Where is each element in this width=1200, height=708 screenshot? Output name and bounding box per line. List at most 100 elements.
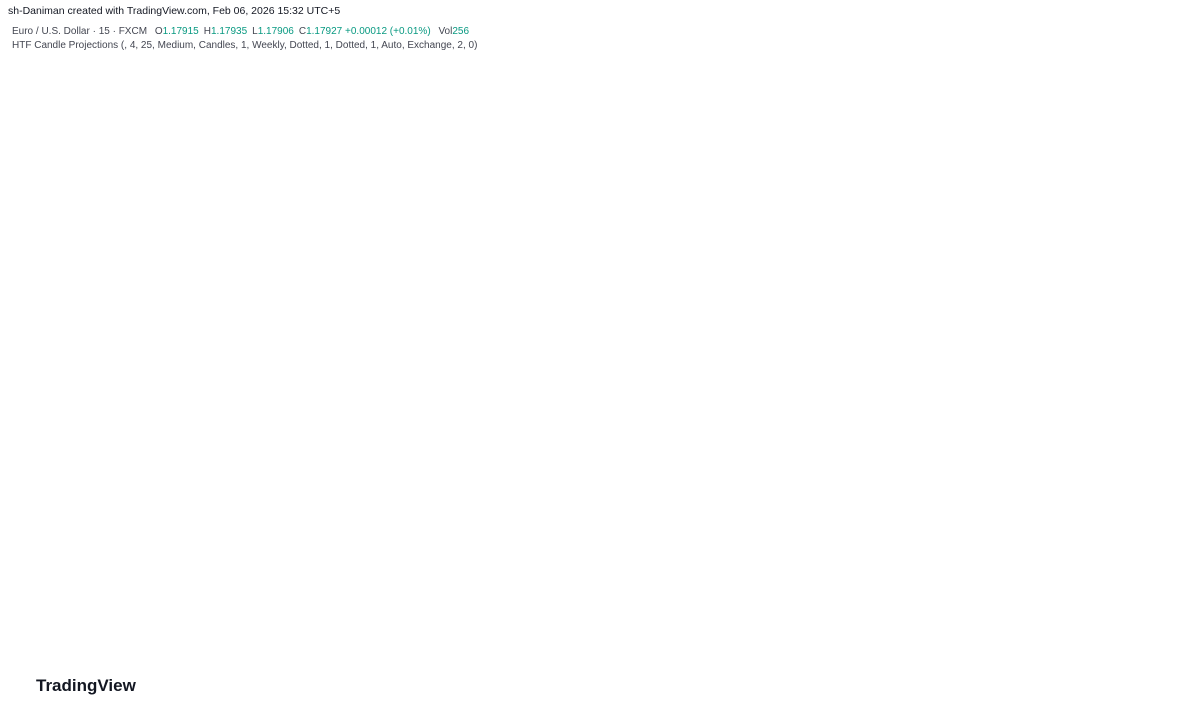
candle-body — [515, 255, 525, 261]
ohlc-value: 1.17935 — [210, 26, 248, 37]
candle-body — [891, 409, 901, 446]
candle-body — [1058, 440, 1068, 445]
candle-body — [765, 425, 775, 465]
countdown: 12:20 — [1153, 450, 1178, 461]
y-tick-label: 1.17600 — [1153, 589, 1190, 600]
y-tick-label: 1.17500 — [1153, 635, 1190, 646]
candle-body — [807, 430, 817, 465]
flag-icon — [1098, 625, 1114, 641]
ohlc: O1.17915 H1.17935 L1.17906 C1.17927 — [150, 26, 345, 37]
y-tick-label: 1.18100 — [1153, 360, 1190, 371]
candle-body — [55, 95, 65, 111]
last-price-badge — [1147, 437, 1194, 463]
y-tick-label: 1.18350 — [1153, 245, 1190, 256]
candle-body — [347, 430, 357, 470]
price-badge-label: 1.17759 — [1153, 516, 1190, 527]
candle-body — [494, 255, 504, 281]
candle-body — [389, 330, 399, 346]
brand-logo — [9, 680, 31, 692]
candle-body — [556, 285, 566, 360]
candle-body — [138, 440, 148, 511]
x-tick-label: 12:00 — [6, 648, 31, 659]
y-tick-label: 1.18250 — [1153, 291, 1190, 302]
x-tick-label: 3 — [141, 648, 147, 659]
x-tick-label: 12:00 — [758, 648, 783, 659]
candle-body — [661, 385, 671, 406]
candle-body — [76, 95, 86, 271]
price-badge-label: 1.17691 — [1153, 560, 1190, 571]
candle-body — [306, 380, 316, 456]
price-badge — [1147, 230, 1194, 245]
candle-body — [933, 490, 943, 516]
candle-body — [619, 390, 629, 421]
y-tick-label: 1.18050 — [1153, 383, 1190, 394]
y-tick-label: 1.17900 — [1153, 451, 1190, 462]
htf-body — [1135, 443, 1145, 481]
candle-body — [452, 330, 462, 336]
y-tick-label: 1.17650 — [1153, 566, 1190, 577]
candle-body — [536, 260, 546, 286]
x-tick-label: 18:00 — [821, 648, 846, 659]
candle-body — [410, 320, 420, 346]
candle-body — [327, 430, 337, 456]
x-tick-label: 12:00 — [507, 648, 532, 659]
credit: sh-Daniman created with TradingView.com,… — [8, 5, 341, 17]
y-tick-label: 1.17850 — [1153, 474, 1190, 485]
y-tick-label: 1.18450 — [1153, 199, 1190, 210]
candle-body — [97, 270, 107, 371]
legend: Euro / U.S. Dollar · 15 · FXCM O1.17915 H… — [12, 26, 469, 37]
symbol: Euro / U.S. Dollar · 15 · FXCM — [12, 26, 148, 37]
trendline — [577, 339, 953, 553]
y-tick-label: 1.18750 — [1153, 62, 1190, 73]
x-tick-label: 06:00 — [946, 648, 971, 659]
candle-body — [159, 464, 169, 511]
filled-zone — [578, 308, 953, 552]
price-badge — [1147, 558, 1194, 573]
y-tick-label: 1.17550 — [1153, 612, 1190, 623]
candle-body — [974, 464, 984, 506]
candle-body — [264, 330, 274, 355]
htf-body — [1123, 479, 1137, 522]
x-tick-label: 06:00 — [194, 648, 219, 659]
last-price-label: 1.17927 — [1153, 439, 1190, 450]
candle-body — [180, 440, 190, 465]
x-tick-label: 5 — [642, 648, 648, 659]
x-tick-label: 18:00 — [68, 648, 93, 659]
y-tick-label: 1.18600 — [1153, 131, 1190, 142]
candle-body — [598, 310, 608, 391]
candle-body — [995, 430, 1005, 465]
candle-body — [849, 359, 859, 426]
candle-body — [222, 370, 232, 386]
price-badge — [1147, 528, 1194, 543]
brand: TradingView — [36, 676, 136, 695]
candle-body — [1037, 425, 1047, 441]
ohlc-label: C — [298, 26, 307, 37]
y-tick-label: 1.17750 — [1153, 520, 1190, 531]
price-badge-label: 1.17693 — [1153, 546, 1190, 557]
ohlc-value: 1.17906 — [257, 26, 294, 37]
y-tick-label: 1.17800 — [1153, 497, 1190, 508]
x-tick-label: 6 — [893, 648, 899, 659]
y-tick-label: 1.18700 — [1153, 85, 1190, 96]
candle-body — [724, 390, 734, 456]
candle-body — [786, 425, 796, 431]
ohlc-label: O — [154, 26, 163, 37]
indicator: HTF Candle Projections (, 4, 25, Medium,… — [12, 40, 478, 51]
x-tick-label: 18:00 — [319, 648, 344, 659]
candle-body — [954, 505, 964, 516]
x-tick-label: 18:00 — [570, 648, 595, 659]
ohlc-value: 1.17915 — [162, 26, 199, 37]
price-badge-label: 1.18378 — [1153, 232, 1190, 243]
volume-label: Vol — [438, 26, 453, 37]
x-tick-label: 4 — [391, 648, 397, 659]
price-badge-label: 1.18223 — [1153, 303, 1190, 314]
y-tick-label: 1.17700 — [1153, 543, 1190, 554]
x-tick-label: 12:00 — [1009, 648, 1034, 659]
currency-button[interactable] — [1149, 22, 1187, 42]
stop-zone — [553, 237, 1031, 309]
y-tick-label: 1.18300 — [1153, 268, 1190, 279]
candle-body — [431, 320, 441, 336]
y-tick-label: 1.18150 — [1153, 337, 1190, 348]
